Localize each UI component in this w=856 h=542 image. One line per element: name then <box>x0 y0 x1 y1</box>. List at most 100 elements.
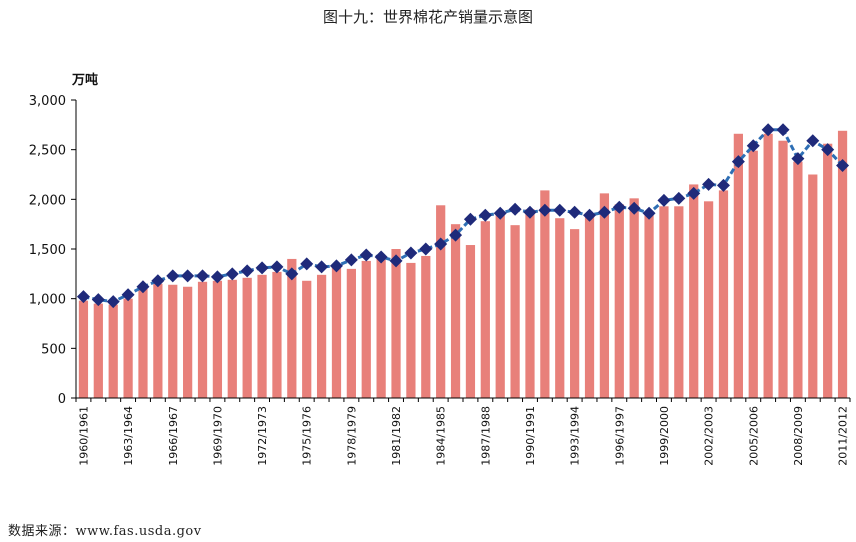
bar-1960/1961 <box>78 300 89 398</box>
bar-1985/1986 <box>450 224 461 398</box>
line-point-1963/1964 <box>121 288 135 302</box>
line-point-1977/1978 <box>329 259 343 273</box>
line-point-1987/1988 <box>478 208 492 222</box>
bar-1971/1972 <box>242 277 252 398</box>
bar-2000/2001 <box>674 206 684 398</box>
line-point-1983/1984 <box>419 242 433 256</box>
bar-1969/1970 <box>212 280 223 398</box>
line-point-1988/1989 <box>493 206 507 220</box>
x-tick-label: 1984/1985 <box>435 406 448 466</box>
bar-1995/1996 <box>599 193 610 398</box>
x-tick-label: 1969/1970 <box>211 406 224 466</box>
line-point-2008/2009 <box>791 152 805 166</box>
x-tick-label: 2005/2006 <box>747 406 760 466</box>
line-point-1986/1987 <box>463 212 477 226</box>
bar-1970/1971 <box>227 279 237 398</box>
line-point-2002/2003 <box>702 177 716 191</box>
line-point-1993/1994 <box>568 205 582 219</box>
line-point-1991/1992 <box>538 203 552 217</box>
line-point-1961/1962 <box>91 293 105 307</box>
bar-2011/2012 <box>837 130 848 399</box>
line-point-1985/1986 <box>449 228 463 242</box>
x-tick-label: 1975/1976 <box>301 406 314 466</box>
bar-1967/1968 <box>183 286 193 398</box>
x-tick-label: 2011/2012 <box>837 406 850 466</box>
bar-1979/1980 <box>361 260 371 398</box>
bar-1988/1989 <box>495 215 505 398</box>
line-point-1972/1973 <box>255 261 269 275</box>
line-point-1967/1968 <box>181 269 195 283</box>
bar-2009/2010 <box>808 174 818 398</box>
y-tick-label: 0 <box>58 392 66 407</box>
x-tick-label: 1960/1961 <box>77 406 90 466</box>
x-tick-label: 1993/1994 <box>569 406 582 466</box>
bar-1974/1975 <box>287 258 297 398</box>
bar-2005/2006 <box>748 150 758 398</box>
line-point-1992/1993 <box>553 203 567 217</box>
bar-1984/1985 <box>436 205 446 398</box>
x-tick-label: 1981/1982 <box>390 406 403 466</box>
line-point-2004/2005 <box>731 155 745 169</box>
line-point-1989/1990 <box>508 202 522 216</box>
line-point-1969/1970 <box>210 270 224 284</box>
bar-1966/1967 <box>168 284 178 398</box>
bar-1973/1974 <box>272 271 282 398</box>
bar-1982/1983 <box>406 262 416 398</box>
y-tick-label: 500 <box>41 342 66 357</box>
line-point-1974/1975 <box>285 267 299 281</box>
line-point-1976/1977 <box>315 260 329 274</box>
line-point-1960/1961 <box>76 290 90 304</box>
bar-1991/1992 <box>540 190 550 398</box>
x-tick-label: 1972/1973 <box>256 406 269 466</box>
line-point-2005/2006 <box>746 139 760 153</box>
line-point-1973/1974 <box>270 260 284 274</box>
data-source: 数据来源：www.fas.usda.gov <box>8 524 202 539</box>
line-point-1997/1998 <box>627 201 641 215</box>
bar-1977/1978 <box>331 267 342 398</box>
line-point-1970/1971 <box>225 267 239 281</box>
bar-1994/1995 <box>584 214 595 398</box>
line-point-1994/1995 <box>583 208 597 222</box>
bar-1965/1966 <box>153 283 163 398</box>
line-point-1968/1969 <box>196 269 210 283</box>
bar-2010/2011 <box>823 143 833 398</box>
line-point-1998/1999 <box>642 206 656 220</box>
bar-2001/2002 <box>689 184 699 398</box>
bar-1961/1962 <box>93 303 103 398</box>
y-tick-label: 2,000 <box>29 193 66 208</box>
plot-area: 万吨 0 500 1,000 1,500 2,000 2,500 3,000 1960/1961… <box>29 72 851 466</box>
bar-1981/1982 <box>391 249 401 398</box>
y-axis-unit-label: 万吨 <box>71 72 98 88</box>
line-point-2011/2012 <box>836 159 850 173</box>
line-point-2000/2001 <box>672 191 686 205</box>
bar-2002/2003 <box>703 201 714 398</box>
bar-1963/1964 <box>123 298 133 398</box>
line-point-1995/1996 <box>597 205 611 219</box>
bar-1990/1991 <box>525 209 535 398</box>
line-point-2009/2010 <box>806 134 820 148</box>
line-point-1982/1983 <box>404 246 418 260</box>
x-tick-label: 2002/2003 <box>703 406 716 466</box>
line-point-2006/2007 <box>761 123 775 137</box>
bar-2006/2007 <box>763 133 773 398</box>
x-tick-label: 1996/1997 <box>613 406 626 466</box>
line-point-2001/2002 <box>687 186 701 200</box>
bar-1997/1998 <box>629 198 639 398</box>
line-point-1979/1980 <box>359 248 373 262</box>
x-tick-label: 1999/2000 <box>658 406 671 466</box>
line-point-2010/2011 <box>821 143 835 157</box>
line-point-1965/1966 <box>151 274 165 288</box>
bar-1980/1981 <box>376 257 386 398</box>
bar-1962/1963 <box>108 304 118 398</box>
bar-2003/2004 <box>718 190 729 398</box>
bar-1978/1979 <box>346 268 356 398</box>
line-point-1996/1997 <box>612 200 626 214</box>
bar-1972/1973 <box>257 274 267 398</box>
bar-1992/1993 <box>555 218 565 398</box>
x-tick-label: 1978/1979 <box>345 406 358 466</box>
line-point-1981/1982 <box>389 254 403 268</box>
line-point-1971/1972 <box>240 264 254 278</box>
line-point-1984/1985 <box>434 237 448 251</box>
x-tick-label: 2008/2009 <box>792 406 805 466</box>
